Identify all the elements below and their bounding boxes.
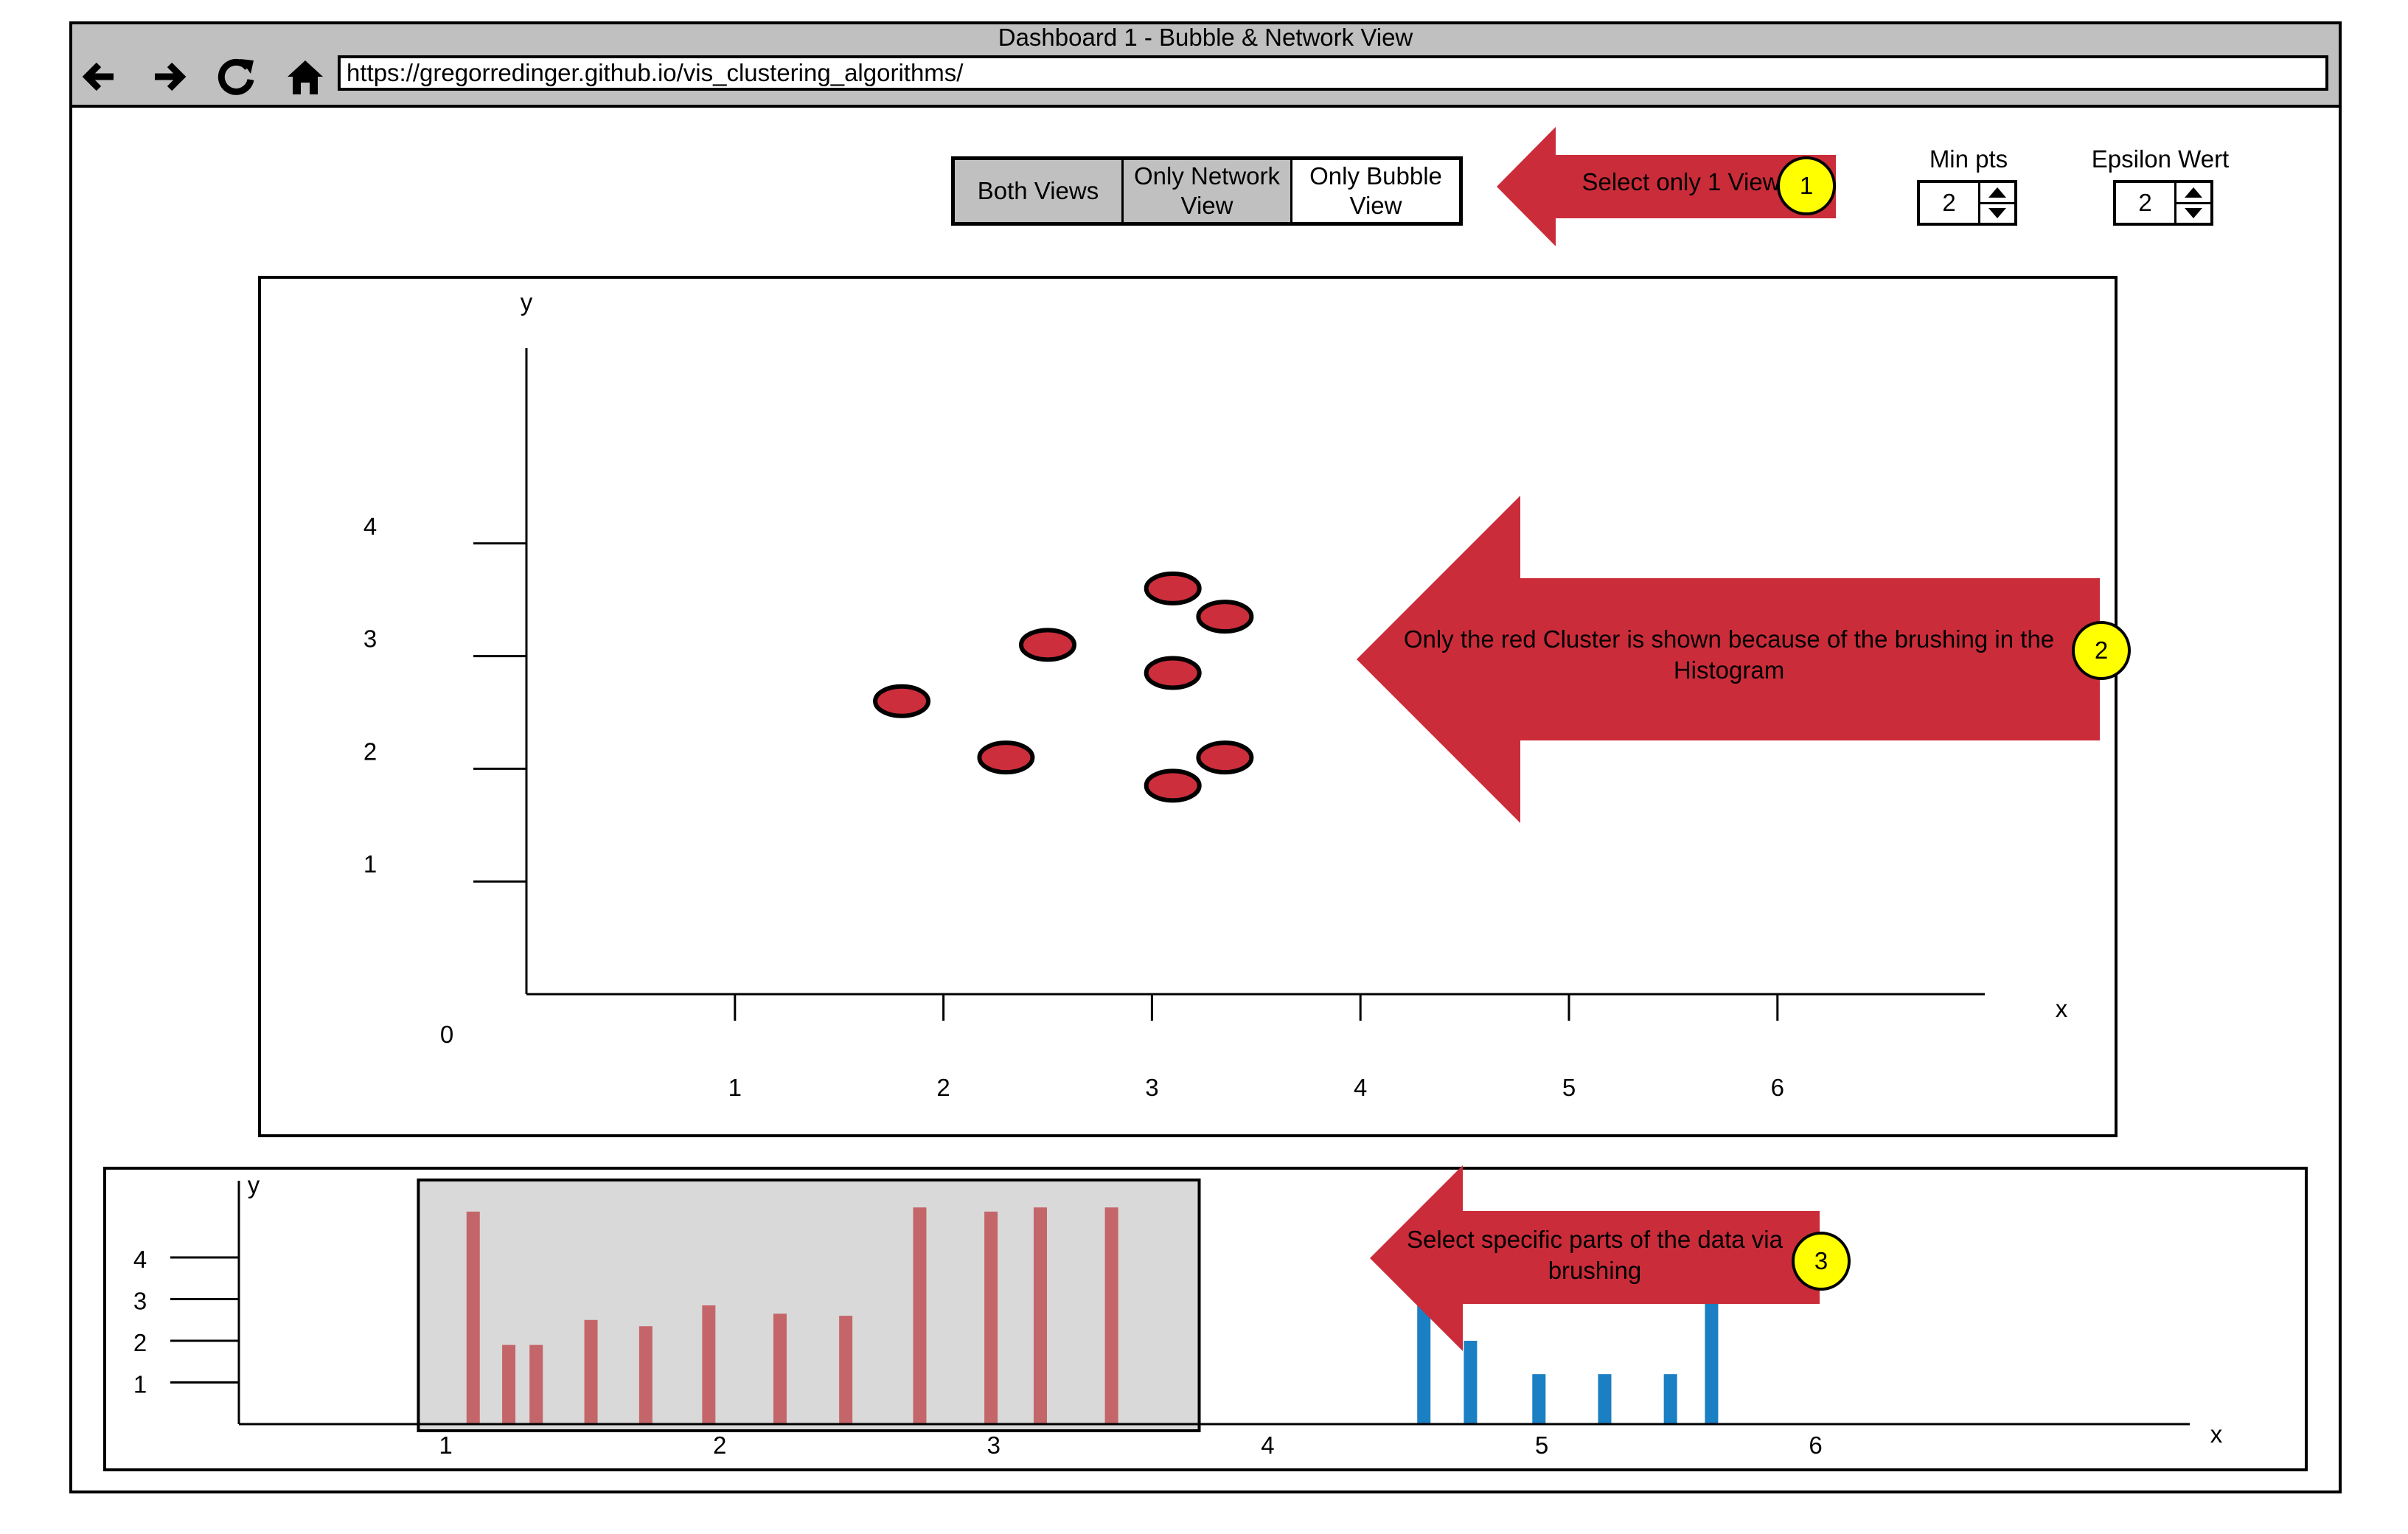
selected-histogram-bar	[839, 1316, 853, 1424]
cluster-bubble[interactable]	[977, 740, 1035, 775]
back-arrow-icon[interactable]	[78, 55, 122, 99]
callout-1-text: Select only 1 View	[1581, 168, 1781, 195]
histogram-bar	[1464, 1341, 1478, 1424]
origin-label: 0	[440, 1021, 453, 1048]
x-tick-label: 3	[1145, 1074, 1158, 1101]
hist-x-tick-label: 1	[439, 1431, 452, 1459]
histogram-bar	[1532, 1374, 1546, 1424]
cluster-bubble[interactable]	[1144, 768, 1202, 803]
home-icon[interactable]	[283, 55, 327, 99]
x-tick-label: 4	[1354, 1074, 1367, 1101]
cluster-bubble[interactable]	[873, 684, 931, 718]
x-axis-label: x	[2056, 995, 2068, 1022]
callout-1-badge: 1	[1777, 156, 1836, 215]
x-tick-label: 1	[728, 1074, 742, 1101]
histogram-chart: y x 1 2 3 4 5 6 1 2 3 4	[133, 1171, 2223, 1459]
forward-arrow-icon[interactable]	[147, 55, 192, 99]
only-network-view-button[interactable]: Only Network View	[1121, 160, 1290, 222]
both-views-button[interactable]: Both Views	[955, 160, 1121, 222]
epsilon-value[interactable]: 2	[2138, 189, 2152, 216]
hist-y-axis-label: y	[248, 1171, 260, 1198]
y-tick-label: 4	[363, 513, 377, 540]
epsilon-increment[interactable]	[2176, 183, 2210, 202]
bubble-chart: y x 0 1 2 3 4 5 6 1 2 3 4	[363, 288, 2068, 1101]
hist-x-tick-label: 3	[987, 1431, 1001, 1459]
callout-3-text: Select specific parts of the data via br…	[1407, 1226, 1783, 1284]
callout-2-arrow	[1357, 496, 2100, 823]
y-tick-label: 1	[363, 850, 377, 878]
selected-histogram-bar	[638, 1326, 653, 1424]
selected-histogram-bar	[984, 1211, 998, 1424]
brush-selection[interactable]	[417, 1179, 1201, 1432]
triangle-down-icon	[2185, 208, 2202, 219]
y-axis-label: y	[521, 288, 533, 316]
y-tick-label: 2	[363, 738, 377, 765]
hist-x-tick-label: 5	[1535, 1431, 1548, 1459]
min-pts-stepper[interactable]: 2	[1917, 180, 2017, 226]
hist-x-tick-label: 2	[713, 1431, 726, 1459]
callout-3-badge: 3	[1792, 1232, 1851, 1291]
y-tick-label: 3	[363, 625, 377, 653]
min-pts-increment[interactable]	[1980, 183, 2014, 202]
refresh-icon[interactable]	[214, 55, 258, 99]
callout-2-text: Only the red Cluster is shown because of…	[1403, 625, 2055, 684]
epsilon-label: Epsilon Wert	[2091, 145, 2230, 173]
triangle-up-icon	[2185, 187, 2202, 198]
selected-histogram-bar	[1033, 1207, 1047, 1424]
min-pts-label: Min pts	[1929, 145, 2008, 173]
selected-histogram-bar	[702, 1305, 716, 1424]
cluster-bubble[interactable]	[1144, 571, 1202, 605]
hist-y-tick-label: 1	[133, 1371, 147, 1398]
window-title: Dashboard 1 - Bubble & Network View	[998, 24, 1413, 51]
hist-y-tick-label: 4	[133, 1246, 147, 1273]
hist-y-tick-label: 3	[133, 1288, 147, 1315]
hist-x-axis-label: x	[2210, 1420, 2223, 1448]
cluster-bubble[interactable]	[1144, 656, 1202, 690]
selected-histogram-bar	[1104, 1207, 1118, 1424]
only-bubble-view-button[interactable]: Only Bubble View	[1290, 160, 1459, 222]
selected-histogram-bar	[529, 1344, 543, 1424]
hist-x-tick-label: 4	[1261, 1431, 1274, 1459]
triangle-down-icon	[1988, 208, 2006, 219]
callout-2-badge: 2	[2072, 621, 2131, 680]
cluster-bubble[interactable]	[1196, 740, 1254, 775]
histogram-bar	[1598, 1374, 1612, 1424]
selected-histogram-bar	[584, 1319, 598, 1424]
histogram-bar	[1417, 1303, 1431, 1424]
callout-3-arrow	[1370, 1165, 1820, 1351]
cluster-bubble[interactable]	[1019, 628, 1076, 662]
selected-histogram-bar	[913, 1207, 927, 1424]
histogram-bar	[1663, 1374, 1677, 1424]
x-tick-label: 6	[1771, 1074, 1784, 1101]
view-toggle: Both Views Only Network View Only Bubble…	[951, 156, 1463, 226]
epsilon-decrement[interactable]	[2176, 201, 2210, 223]
x-tick-label: 2	[936, 1074, 950, 1101]
hist-x-tick-label: 6	[1809, 1431, 1822, 1459]
callout-1-arrow	[1497, 127, 1836, 246]
hist-y-tick-label: 2	[133, 1329, 147, 1356]
selected-histogram-bar	[502, 1344, 516, 1424]
epsilon-stepper[interactable]: 2	[2113, 180, 2213, 226]
triangle-up-icon	[1988, 187, 2006, 198]
x-tick-label: 5	[1562, 1074, 1576, 1101]
url-field[interactable]: https://gregorredinger.github.io/vis_clu…	[338, 55, 2328, 91]
min-pts-value[interactable]: 2	[1942, 189, 1956, 216]
min-pts-decrement[interactable]	[1980, 201, 2014, 223]
selected-histogram-bar	[773, 1313, 787, 1424]
selected-histogram-bar	[466, 1211, 480, 1424]
cluster-bubble[interactable]	[1196, 600, 1254, 634]
